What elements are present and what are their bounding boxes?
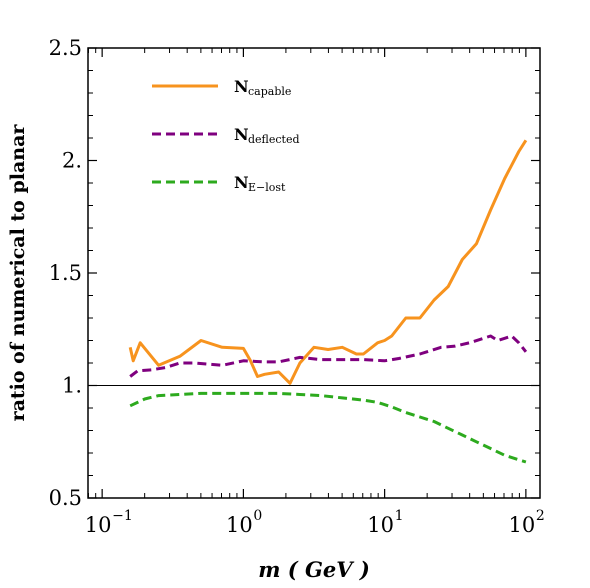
series-line-e-lost bbox=[129, 391, 527, 464]
legend-label-subscript: capable bbox=[248, 85, 291, 98]
x-tick-label: 10 bbox=[85, 513, 112, 537]
legend-label: N bbox=[234, 125, 249, 144]
x-tick-label: 10 bbox=[509, 513, 536, 537]
legend-label: N bbox=[234, 77, 249, 96]
x-tick-label: 10 bbox=[226, 513, 253, 537]
y-tick-label: 2.5 bbox=[49, 36, 82, 60]
tick-layer: 10 −1 10 0 10 1 10 20.51.1.52.2.5 bbox=[49, 36, 545, 537]
legend-label: N bbox=[234, 173, 249, 192]
series-line-capable bbox=[128, 139, 528, 385]
y-tick-label: 1.5 bbox=[49, 261, 82, 285]
x-tick-label: 10 bbox=[367, 513, 394, 537]
y-axis-title: ratio of numerical to planar bbox=[7, 124, 29, 422]
x-axis-title: m ( GeV ) bbox=[258, 557, 370, 582]
series-line-deflected bbox=[129, 334, 528, 378]
y-tick-label: 0.5 bbox=[49, 486, 82, 510]
legend-label-subscript: E−lost bbox=[248, 181, 286, 194]
x-tick-exponent: 1 bbox=[395, 508, 404, 524]
legend-label-subscript: deflected bbox=[248, 133, 300, 146]
y-tick-label: 1. bbox=[62, 374, 82, 398]
series-layer bbox=[128, 139, 528, 464]
x-tick-exponent: 2 bbox=[536, 508, 545, 524]
x-tick-exponent: 0 bbox=[253, 508, 262, 524]
plot-frame bbox=[87, 47, 541, 499]
x-tick-exponent: −1 bbox=[112, 508, 133, 524]
y-tick-label: 2. bbox=[62, 149, 82, 173]
